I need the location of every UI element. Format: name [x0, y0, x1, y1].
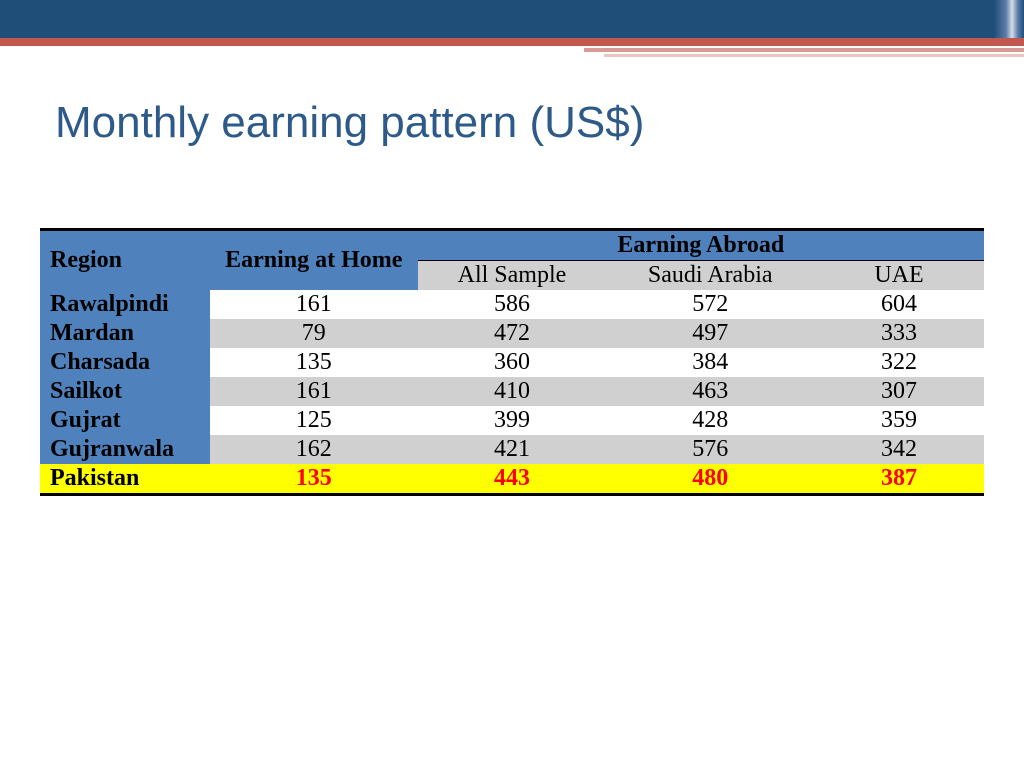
cell-all: 472: [418, 319, 607, 348]
col-subheader-sa: Saudi Arabia: [606, 261, 814, 291]
cell-all: 421: [418, 435, 607, 464]
cell-region: Rawalpindi: [40, 290, 210, 319]
cell-sa: 497: [606, 319, 814, 348]
slide-top-banner: [0, 0, 1024, 38]
cell-region: Gujrat: [40, 406, 210, 435]
cell-region: Charsada: [40, 348, 210, 377]
cell-uae: 604: [814, 290, 984, 319]
page-title: Monthly earning pattern (US$): [0, 58, 1024, 148]
cell-home: 135: [210, 348, 418, 377]
cell-region: Sailkot: [40, 377, 210, 406]
table-row: Sailkot161410463307: [40, 377, 984, 406]
table-container: Region Earning at Home Earning Abroad Al…: [0, 148, 1024, 496]
table-total-row: Pakistan135443480387: [40, 464, 984, 495]
table-body: Rawalpindi161586572604Mardan79472497333C…: [40, 290, 984, 495]
earnings-table: Region Earning at Home Earning Abroad Al…: [40, 228, 984, 496]
col-subheader-all: All Sample: [418, 261, 607, 291]
cell-uae: 359: [814, 406, 984, 435]
cell-home: 162: [210, 435, 418, 464]
cell-sa: 463: [606, 377, 814, 406]
cell-sa: 384: [606, 348, 814, 377]
col-header-home: Earning at Home: [210, 230, 418, 291]
cell-region: Mardan: [40, 319, 210, 348]
cell-home: 79: [210, 319, 418, 348]
cell-all: 399: [418, 406, 607, 435]
cell-home-total: 135: [210, 464, 418, 495]
cell-sa: 428: [606, 406, 814, 435]
slide-accent-stripe: [0, 38, 1024, 58]
col-header-region: Region: [40, 230, 210, 291]
cell-home: 161: [210, 377, 418, 406]
cell-sa: 576: [606, 435, 814, 464]
table-row: Gujranwala162421576342: [40, 435, 984, 464]
cell-all: 410: [418, 377, 607, 406]
col-header-abroad: Earning Abroad: [418, 230, 984, 261]
cell-home: 125: [210, 406, 418, 435]
cell-all-total: 443: [418, 464, 607, 495]
cell-sa: 572: [606, 290, 814, 319]
cell-all: 360: [418, 348, 607, 377]
table-row: Charsada135360384322: [40, 348, 984, 377]
table-row: Rawalpindi161586572604: [40, 290, 984, 319]
cell-region: Gujranwala: [40, 435, 210, 464]
cell-uae: 307: [814, 377, 984, 406]
cell-uae-total: 387: [814, 464, 984, 495]
cell-all: 586: [418, 290, 607, 319]
table-row: Mardan79472497333: [40, 319, 984, 348]
cell-home: 161: [210, 290, 418, 319]
cell-sa-total: 480: [606, 464, 814, 495]
col-subheader-uae: UAE: [814, 261, 984, 291]
cell-uae: 322: [814, 348, 984, 377]
cell-uae: 333: [814, 319, 984, 348]
table-header-row: Region Earning at Home Earning Abroad: [40, 230, 984, 261]
table-row: Gujrat125399428359: [40, 406, 984, 435]
cell-uae: 342: [814, 435, 984, 464]
cell-region-total: Pakistan: [40, 464, 210, 495]
